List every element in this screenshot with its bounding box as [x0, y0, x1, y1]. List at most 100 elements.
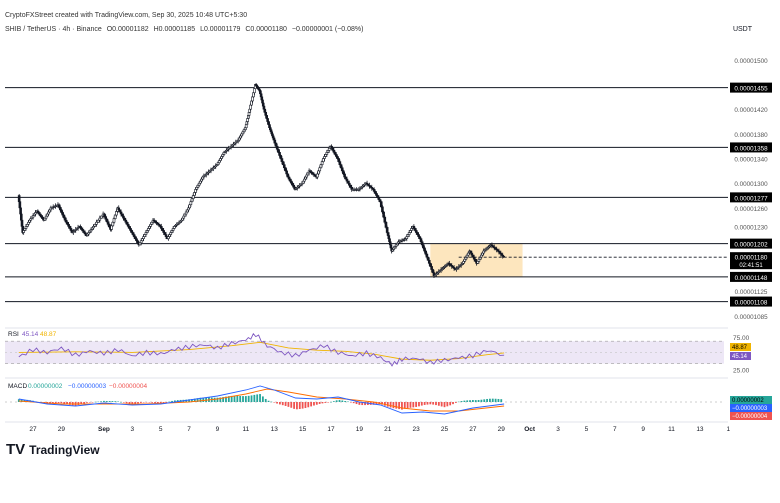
macd-histogram-bar — [307, 402, 310, 408]
candle-body — [181, 217, 184, 221]
candle-body — [184, 211, 188, 215]
macd-histogram-bar — [94, 401, 97, 403]
candle-body — [306, 172, 310, 176]
macd-histogram-bar — [480, 399, 483, 402]
rsi-ma-value: 48.87 — [40, 331, 57, 338]
candle-body — [336, 156, 339, 159]
candle-body — [27, 221, 30, 225]
x-tick-label: 13 — [271, 426, 279, 433]
macd-histogram-bar — [114, 401, 117, 402]
macd-histogram-bar — [287, 402, 290, 407]
level-label-bg — [730, 271, 772, 282]
macd-histogram-bar — [330, 401, 332, 403]
macd-histogram-bar — [213, 397, 216, 402]
macd-histogram-bar — [256, 394, 259, 402]
macd-histogram-bar — [60, 402, 63, 404]
rsi-value: 45.14 — [22, 331, 39, 338]
macd-histogram-bar — [474, 400, 477, 402]
candle-body — [345, 178, 349, 182]
macd-histogram-bar — [437, 402, 440, 406]
macd-histogram-bar — [489, 398, 491, 402]
macd-histogram-bar — [313, 402, 315, 406]
candle-body — [104, 216, 108, 220]
macd-histogram-bar — [159, 402, 162, 404]
candle-body — [481, 252, 484, 256]
price-tick-label: 0.00001500 — [734, 58, 768, 65]
macd-histogram-bar — [66, 402, 68, 405]
candle-body — [287, 176, 291, 180]
macd-histogram-bar — [259, 394, 261, 402]
macd-histogram-bar — [196, 398, 199, 402]
candle-body — [47, 211, 50, 215]
candle-body — [182, 215, 186, 219]
candle-body — [24, 226, 28, 229]
macd-histogram-bar — [225, 396, 227, 402]
candle-body — [170, 230, 174, 233]
countdown-label: 02:41:51 — [739, 263, 763, 269]
symbol-label: SHIB / TetherUS · 4h · Binance — [5, 26, 102, 33]
macd-histogram-bar — [324, 402, 327, 403]
level-label: 0.00001455 — [734, 86, 768, 93]
macd-histogram-bar — [372, 402, 375, 405]
x-tick-label: 11 — [242, 426, 249, 433]
candle-body — [128, 226, 131, 229]
macd-histogram-bar — [293, 402, 295, 409]
macd-histogram-bar — [134, 402, 137, 404]
macd-histogram-bar — [120, 401, 122, 403]
candle-body — [343, 173, 346, 178]
x-tick-label: 29 — [498, 426, 506, 433]
candle-body — [57, 204, 61, 208]
macd-histogram-bar — [77, 402, 80, 406]
candle-body — [423, 247, 426, 252]
level-label: 0.00001148 — [735, 275, 768, 282]
macd-histogram-bar — [347, 401, 349, 403]
macd-histogram-bar — [267, 400, 270, 402]
candle-body — [64, 219, 68, 223]
candle-body — [241, 131, 245, 135]
macd-histogram-bar — [301, 402, 304, 409]
candle-body — [420, 241, 424, 246]
candle-body — [120, 213, 124, 217]
macd-histogram-bar — [341, 400, 344, 402]
macd-histogram-bar — [162, 402, 165, 404]
macd-histogram-bar — [122, 402, 125, 403]
macd-histogram-bar — [100, 401, 103, 402]
x-tick-label: 19 — [356, 426, 364, 433]
candle-body — [301, 180, 305, 184]
macd-histogram-bar — [432, 402, 435, 405]
macd-line — [18, 385, 505, 415]
candle-body — [278, 152, 281, 156]
candle-body — [410, 228, 413, 231]
candle-body — [123, 217, 126, 221]
candle-body — [118, 209, 122, 213]
candle-body — [282, 164, 286, 169]
candle-body — [273, 139, 277, 144]
candle-body — [374, 191, 377, 194]
tradingview-logo-icon: TV — [6, 441, 26, 458]
candle-body — [145, 230, 149, 233]
candle-body — [67, 223, 70, 227]
candle-body — [119, 211, 123, 215]
candle-body — [466, 252, 470, 256]
x-tick-label: 5 — [585, 426, 589, 433]
candle-body — [303, 178, 306, 182]
candle-body — [476, 260, 480, 264]
candle-body — [332, 149, 336, 153]
price-tick-label: 0.00001420 — [734, 107, 768, 114]
macd-histogram-bar — [108, 401, 111, 402]
candle-body — [124, 219, 128, 223]
rsi-line — [18, 332, 505, 367]
macd-histogram-bar — [375, 402, 378, 405]
macd-histogram-bar — [279, 402, 281, 405]
candle-body — [138, 242, 142, 246]
candle-body — [322, 158, 325, 162]
candle-body — [48, 209, 51, 213]
x-tick-label: 13 — [696, 426, 704, 433]
price-tick-label: 0.00001230 — [734, 224, 768, 231]
macd-histogram-bar — [349, 402, 352, 403]
candle-body — [412, 226, 416, 229]
candle-body — [277, 148, 280, 153]
macd-histogram-bar — [117, 401, 120, 403]
macd-histogram-bar — [386, 402, 389, 407]
